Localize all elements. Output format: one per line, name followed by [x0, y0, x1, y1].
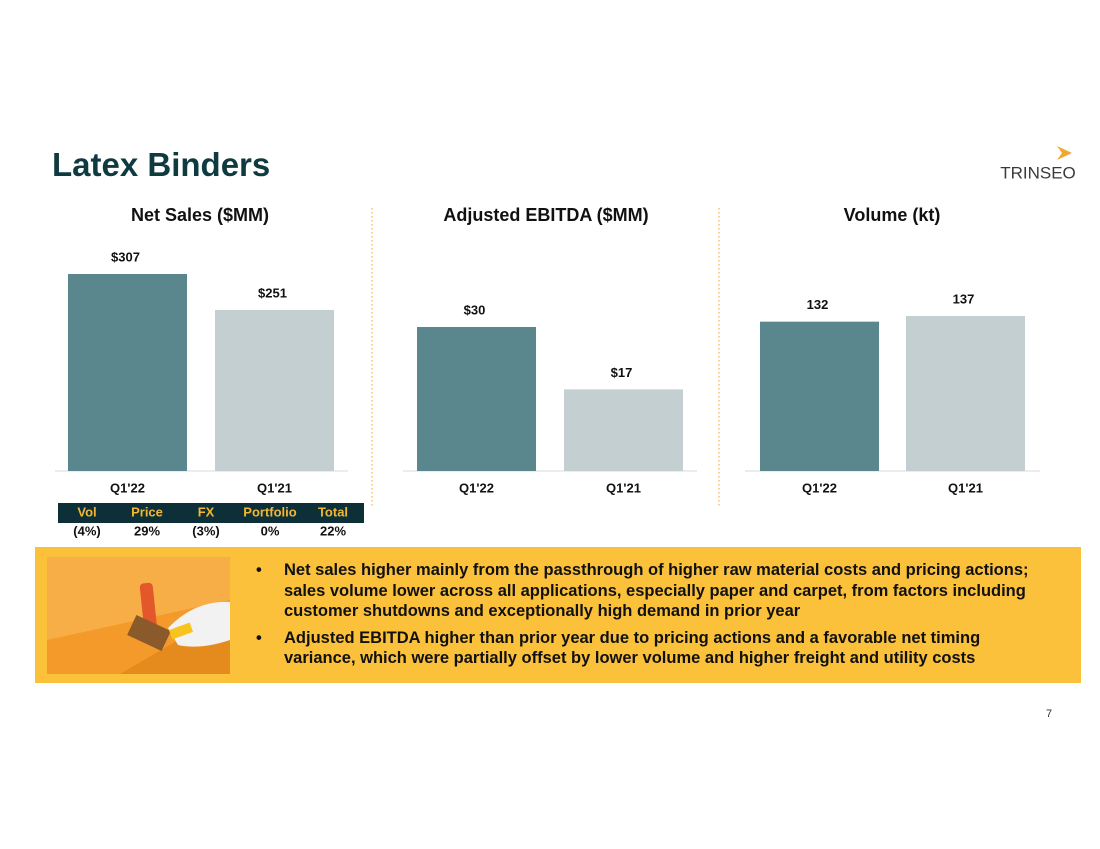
bridge-header: Vol — [77, 504, 96, 519]
bar — [906, 316, 1025, 471]
bridge-header: FX — [198, 504, 215, 519]
bridge-header: Price — [131, 504, 163, 519]
bridge-header: Total — [318, 504, 348, 519]
data-label: $30 — [464, 302, 486, 317]
slide-title: Latex Binders — [52, 146, 271, 183]
bar — [215, 309, 334, 471]
data-label: $17 — [611, 365, 633, 380]
bar — [68, 274, 187, 471]
bridge-header-bg — [58, 503, 364, 523]
chart-title: Net Sales ($MM) — [131, 205, 269, 225]
x-tick-label: Q1'21 — [948, 480, 983, 495]
bullet-list: Net sales higher mainly from the passthr… — [256, 560, 1056, 675]
logo-text: TRINSEO — [1000, 163, 1076, 182]
bridge-value: 22% — [320, 523, 346, 538]
bridge-value: 0% — [261, 523, 280, 538]
data-label: $251 — [258, 285, 287, 300]
x-tick-label: Q1'22 — [459, 480, 494, 495]
bridge-value: (4%) — [73, 523, 100, 538]
x-tick-label: Q1'22 — [802, 480, 837, 495]
x-tick-label: Q1'21 — [257, 480, 292, 495]
bridge-value: (3%) — [192, 523, 219, 538]
data-label: 132 — [807, 297, 829, 312]
logo-mark — [1057, 146, 1072, 160]
bullet: Net sales higher mainly from the passthr… — [256, 560, 1056, 622]
bullet: Adjusted EBITDA higher than prior year d… — [256, 628, 1056, 669]
bar — [417, 327, 536, 471]
chart-title: Adjusted EBITDA ($MM) — [443, 205, 648, 225]
data-label: $307 — [111, 249, 140, 264]
data-label: 137 — [953, 291, 975, 306]
bridge-value: 29% — [134, 523, 160, 538]
page-number: 7 — [1046, 708, 1053, 720]
bar — [564, 389, 683, 471]
photo — [47, 557, 230, 674]
x-tick-label: Q1'21 — [606, 480, 641, 495]
x-tick-label: Q1'22 — [110, 480, 145, 495]
bridge-header: Portfolio — [243, 504, 296, 519]
bar — [760, 321, 879, 471]
chart-title: Volume (kt) — [844, 205, 941, 225]
